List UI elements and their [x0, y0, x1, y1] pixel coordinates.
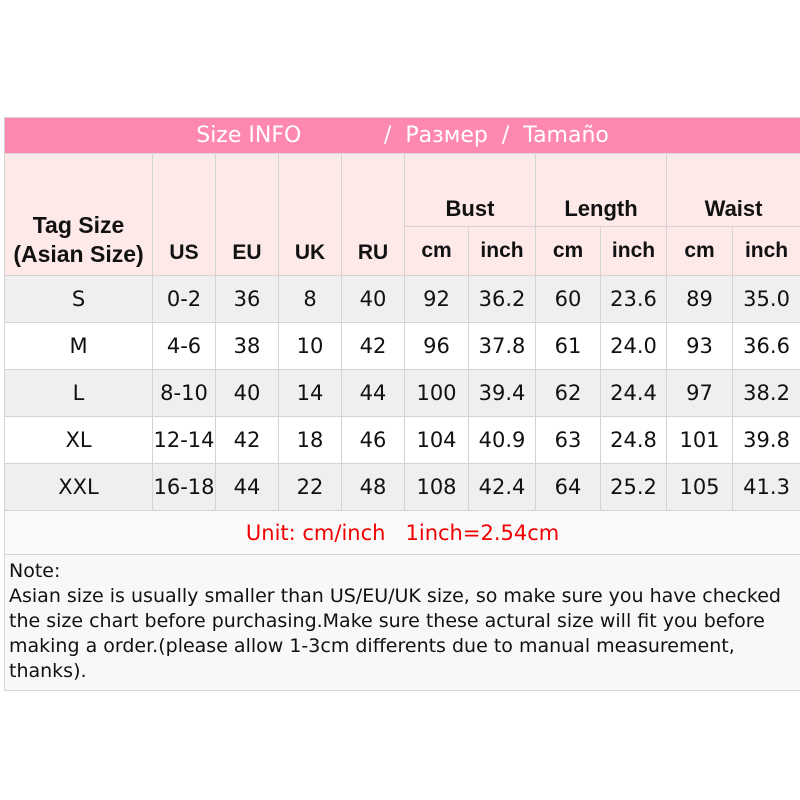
size-value-cell: 39.4	[468, 369, 536, 417]
size-value-cell: 8-10	[152, 369, 216, 417]
size-value-cell: 38	[215, 322, 279, 370]
tag-size-cell: XL	[4, 416, 153, 464]
size-value-cell: 35.0	[731, 275, 800, 323]
size-value-cell: 89	[666, 275, 733, 323]
header-uk: UK	[278, 153, 342, 276]
size-value-cell: 64	[535, 463, 601, 511]
header-length-cm: cm	[535, 226, 601, 276]
tag-size-cell: S	[4, 275, 153, 323]
header-bust-inch: inch	[468, 226, 536, 276]
size-value-cell: 101	[666, 416, 733, 464]
header-tag-size: Tag Size (Asian Size)	[4, 153, 153, 276]
header-eu: EU	[215, 153, 279, 276]
header-bust-cm: cm	[404, 226, 469, 276]
size-value-cell: 18	[278, 416, 342, 464]
tag-size-cell: L	[4, 369, 153, 417]
size-value-cell: 39.8	[731, 416, 800, 464]
header-bust: Bust	[404, 153, 536, 227]
size-value-cell: 36.2	[468, 275, 536, 323]
header-waist-inch: inch	[731, 226, 800, 276]
size-info-title: Size INFO / Размер / Tamaño	[3, 117, 800, 154]
size-value-cell: 42.4	[468, 463, 536, 511]
size-value-cell: 0-2	[152, 275, 216, 323]
size-value-cell: 12-14	[152, 416, 216, 464]
size-value-cell: 40	[341, 275, 405, 323]
size-value-cell: 46	[341, 416, 405, 464]
size-value-cell: 42	[341, 322, 405, 370]
header-us: US	[152, 153, 216, 276]
header-length-inch: inch	[600, 226, 667, 276]
size-value-cell: 10	[278, 322, 342, 370]
size-value-cell: 24.8	[600, 416, 667, 464]
size-value-cell: 40	[215, 369, 279, 417]
size-value-cell: 96	[404, 322, 469, 370]
size-chart-table: Size INFO / Размер / Tamaño Tag Size (Asi…	[3, 117, 800, 691]
size-row: XL 12-14 42 18 46 104 40.9 63 24.8 101 39.8	[4, 416, 800, 464]
header-waist: Waist	[665, 153, 800, 227]
size-value-cell: 97	[666, 369, 733, 417]
size-value-cell: 62	[535, 369, 601, 417]
size-value-cell: 104	[404, 416, 469, 464]
size-value-cell: 22	[278, 463, 342, 511]
subheader-row: cm inch cm inch cm inch	[5, 226, 800, 276]
note-heading: Note:	[9, 560, 61, 582]
tag-size-cell: M	[4, 322, 153, 370]
size-value-cell: 63	[535, 416, 601, 464]
size-value-cell: 8	[278, 275, 342, 323]
size-value-cell: 44	[341, 369, 405, 417]
size-value-cell: 48	[341, 463, 405, 511]
size-value-cell: 25.2	[600, 463, 667, 511]
size-value-cell: 44	[215, 463, 279, 511]
size-value-cell: 4-6	[152, 322, 216, 370]
title-band: Size INFO / Размер / Tamaño	[3, 117, 800, 154]
size-value-cell: 108	[404, 463, 469, 511]
size-value-cell: 40.9	[468, 416, 536, 464]
size-value-cell: 16-18	[152, 463, 216, 511]
header-row: Tag Size (Asian Size) US EU UK RU Bust L…	[4, 153, 800, 276]
size-value-cell: 92	[404, 275, 469, 323]
tag-size-cell: XXL	[4, 463, 153, 511]
size-value-cell: 100	[404, 369, 469, 417]
size-value-cell: 24.0	[600, 322, 667, 370]
header-waist-cm: cm	[666, 226, 733, 276]
size-value-cell: 61	[535, 322, 601, 370]
size-value-cell: 37.8	[468, 322, 536, 370]
size-row: L 8-10 40 14 44 100 39.4 62 24.4 97 38.2	[4, 369, 800, 417]
size-value-cell: 36.6	[731, 322, 800, 370]
size-value-cell: 24.4	[600, 369, 667, 417]
note-text: Asian size is usually smaller than US/EU…	[9, 585, 781, 682]
size-value-cell: 42	[215, 416, 279, 464]
size-value-cell: 60	[535, 275, 601, 323]
header-ru: RU	[341, 153, 405, 276]
unit-text: Unit: cm/inch 1inch=2.54cm	[3, 510, 800, 555]
size-row: M 4-6 38 10 42 96 37.8 61 24.0 93 36.6	[4, 322, 800, 370]
note-row: Note: Asian size is usually smaller than …	[3, 554, 800, 691]
unit-row: Unit: cm/inch 1inch=2.54cm	[3, 510, 800, 555]
size-value-cell: 14	[278, 369, 342, 417]
size-value-cell: 105	[666, 463, 733, 511]
size-row: XXL 16-18 44 22 48 108 42.4 64 25.2 105 41.3	[4, 463, 800, 511]
size-value-cell: 93	[666, 322, 733, 370]
note-cell: Note: Asian size is usually smaller than …	[3, 554, 800, 691]
size-value-cell: 41.3	[731, 463, 800, 511]
size-value-cell: 38.2	[731, 369, 800, 417]
size-row: S 0-2 36 8 40 92 36.2 60 23.6 89 35.0	[4, 275, 800, 323]
size-value-cell: 23.6	[600, 275, 667, 323]
size-value-cell: 36	[215, 275, 279, 323]
header-length: Length	[535, 153, 667, 227]
